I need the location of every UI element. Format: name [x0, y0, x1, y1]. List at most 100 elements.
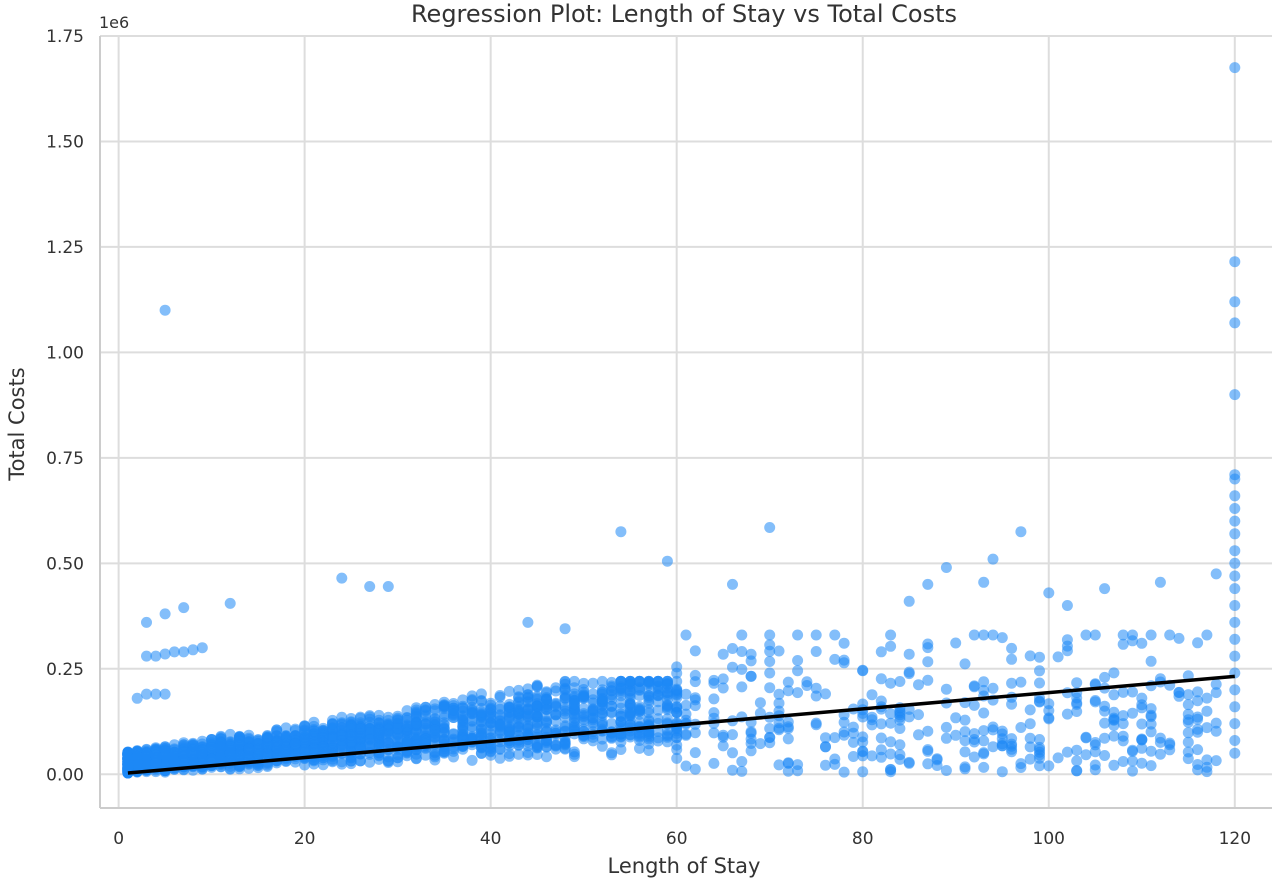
- scatter-point: [596, 695, 608, 707]
- scatter-point: [550, 739, 562, 751]
- scatter-point: [829, 629, 841, 641]
- scatter-point: [764, 731, 776, 743]
- scatter-point: [1192, 695, 1204, 707]
- scatter-point: [810, 646, 822, 657]
- scatter-point: [959, 726, 971, 738]
- scatter-point: [364, 723, 376, 735]
- scatter-point: [913, 729, 924, 741]
- scatter-point: [838, 726, 850, 738]
- scatter-point: [922, 638, 934, 650]
- scatter-point: [1043, 705, 1055, 717]
- scatter-point: [596, 716, 608, 728]
- scatter-point: [345, 755, 357, 767]
- scatter-point: [996, 725, 1008, 737]
- scatter-point: [820, 732, 831, 744]
- scatter-point: [1089, 759, 1101, 771]
- scatter-point: [857, 746, 869, 758]
- scatter-point: [885, 717, 897, 729]
- scatter-point: [968, 680, 980, 692]
- scatter-point: [1052, 651, 1064, 663]
- scatter-point: [568, 698, 580, 710]
- scatter-point: [1192, 723, 1204, 735]
- scatter-point: [717, 682, 729, 694]
- scatter-point: [1127, 629, 1138, 641]
- scatter-point: [634, 675, 645, 687]
- scatter-point: [494, 690, 506, 701]
- scatter-point: [1229, 62, 1241, 74]
- scatter-point: [838, 637, 850, 649]
- scatter-point: [410, 734, 422, 746]
- scatter-point: [978, 747, 990, 759]
- scatter-point: [903, 711, 915, 723]
- scatter-point: [680, 760, 692, 772]
- x-axis-label: Length of Stay: [608, 854, 761, 878]
- scatter-point: [903, 668, 915, 680]
- scatter-point: [624, 675, 636, 687]
- scatter-point: [643, 704, 655, 716]
- scatter-point: [745, 648, 757, 660]
- scatter-point: [1117, 756, 1129, 767]
- scatter-point: [1117, 718, 1129, 730]
- scatter-point: [141, 688, 152, 700]
- scatter-point: [736, 756, 748, 767]
- scatter-point: [978, 576, 990, 588]
- scatter-point: [950, 729, 962, 741]
- scatter-point: [364, 581, 376, 592]
- scatter-point: [596, 704, 608, 715]
- scatter-point: [606, 747, 618, 759]
- scatter-point: [959, 735, 971, 747]
- scatter-point: [1229, 570, 1241, 582]
- scatter-point: [596, 675, 608, 687]
- scatter-point: [652, 735, 664, 747]
- scatter-point: [857, 766, 869, 778]
- scatter-point: [727, 729, 738, 741]
- scatter-point: [1182, 727, 1194, 739]
- scatter-point: [875, 673, 887, 685]
- scatter-point: [782, 733, 794, 745]
- scatter-point: [503, 685, 515, 697]
- scatter-point: [764, 723, 776, 734]
- scatter-point: [875, 646, 887, 658]
- scatter-point: [838, 766, 850, 778]
- y-tick-label: 1.75: [46, 27, 84, 47]
- scatter-point: [1192, 637, 1204, 649]
- scatter-point: [466, 723, 478, 735]
- scatter-point: [996, 632, 1008, 644]
- scatter-point: [894, 676, 906, 687]
- scatter-point: [661, 701, 673, 713]
- scatter-point: [1071, 677, 1083, 689]
- scatter-point: [689, 727, 701, 739]
- scatter-point: [940, 562, 952, 573]
- x-tick-labels: 0 20 40 60 80 100 120: [113, 829, 1251, 849]
- scatter-point: [875, 718, 887, 730]
- scatter-point: [773, 697, 785, 709]
- scatter-point: [299, 744, 311, 756]
- scatter-point: [810, 629, 822, 641]
- y-offset-label: 1e6: [99, 13, 129, 32]
- scatter-point: [820, 741, 831, 753]
- scatter-point: [559, 739, 571, 751]
- scatter-point: [913, 709, 924, 721]
- scatter-point: [1229, 490, 1241, 502]
- scatter-point: [810, 690, 822, 702]
- scatter-point: [1071, 744, 1083, 756]
- scatter-point: [1136, 718, 1148, 730]
- y-tick-label: 1.00: [46, 343, 84, 363]
- scatter-point: [987, 741, 999, 753]
- scatter-point: [1145, 711, 1157, 723]
- scatter-point: [317, 741, 329, 753]
- scatter-point: [885, 748, 897, 760]
- scatter-point: [1024, 753, 1036, 765]
- scatter-point: [634, 716, 645, 728]
- scatter-point: [485, 745, 497, 757]
- scatter-point: [429, 703, 441, 715]
- scatter-point: [1229, 473, 1241, 485]
- scatter-point: [178, 754, 190, 766]
- scatter-point: [550, 685, 562, 697]
- scatter-point: [1089, 696, 1101, 708]
- scatter-point: [317, 730, 329, 742]
- scatter-point: [224, 597, 236, 609]
- scatter-point: [336, 722, 348, 733]
- scatter-point: [122, 752, 134, 764]
- scatter-point: [280, 722, 292, 734]
